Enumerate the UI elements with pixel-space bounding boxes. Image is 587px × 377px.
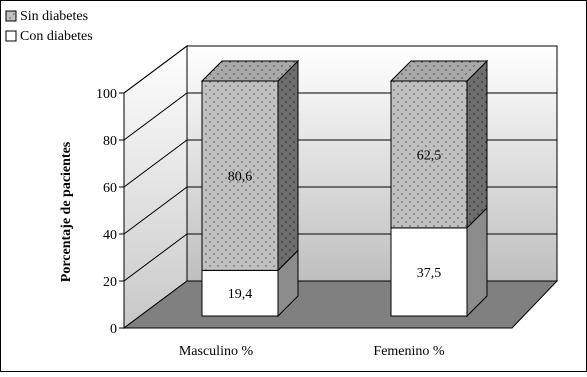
- y-tick-label-40: 40: [103, 228, 117, 243]
- y-tick-label-100: 100: [96, 87, 117, 102]
- data-label-masculino-sin-diabetes: 80,6: [228, 170, 253, 185]
- bar-front-masculino-sin-diabetes: [201, 80, 279, 271]
- data-label-femenino-con-diabetes: 37,5: [417, 266, 442, 281]
- legend-swatch-sin-diabetes: [5, 10, 17, 22]
- legend: Sin diabetes Con diabetes: [5, 9, 93, 44]
- y-tick-label-60: 60: [103, 181, 117, 196]
- y-axis-title: Porcentaje de pacientes: [59, 141, 74, 282]
- bar-side-masculino-sin-diabetes: [277, 59, 299, 272]
- legend-label-con-diabetes: Con diabetes: [20, 29, 93, 44]
- bar-top-femenino-sin-diabetes: [389, 60, 489, 82]
- bar-front-masculino-con-diabetes: [201, 269, 279, 317]
- data-label-femenino-sin-diabetes: 62,5: [417, 148, 442, 163]
- legend-label-sin-diabetes: Sin diabetes: [20, 9, 88, 24]
- bar-front-femenino-sin-diabetes: [390, 80, 468, 229]
- floor-plane: [122, 280, 559, 329]
- bar-front-femenino-con-diabetes: [390, 227, 468, 317]
- data-label-masculino-con-diabetes: 19,4: [228, 287, 253, 302]
- data-labels: 19,4 80,6 37,5 62,5: [228, 148, 442, 302]
- y-axis: 0 20 40 60 80 100: [96, 87, 125, 337]
- y-tick-label-80: 80: [103, 134, 117, 149]
- gridline-100: [123, 45, 557, 94]
- bar-side-femenino-sin-diabetes: [466, 59, 488, 230]
- bar-top-masculino-sin-diabetes: [200, 60, 300, 82]
- bars: [200, 59, 489, 318]
- y-tick-label-20: 20: [103, 275, 117, 290]
- legend-swatch-con-diabetes: [5, 30, 17, 42]
- side-wall: [123, 45, 188, 329]
- x-tick-label-masculino: Masculino %: [179, 344, 254, 359]
- y-tick-label-0: 0: [110, 322, 117, 337]
- plot-floor: [122, 280, 559, 329]
- legend-item-con-diabetes: Con diabetes: [5, 29, 93, 44]
- x-tick-label-femenino: Femenino %: [373, 344, 444, 359]
- legend-item-sin-diabetes: Sin diabetes: [5, 9, 88, 24]
